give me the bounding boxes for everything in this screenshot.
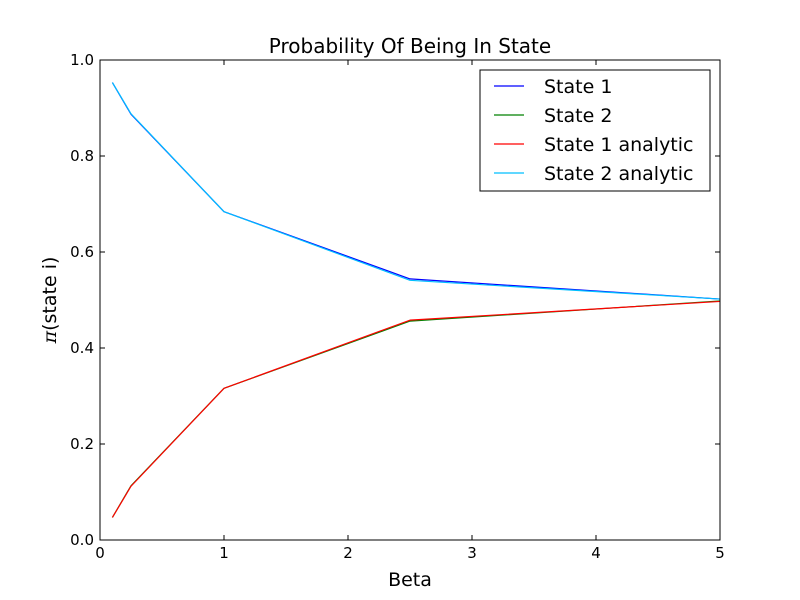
y-axis-label-text: (state i) bbox=[39, 257, 61, 331]
plot-frame bbox=[99, 59, 721, 541]
legend-label-2: State 2 bbox=[544, 105, 612, 127]
y-tick-label-3: 0.6 bbox=[70, 243, 94, 261]
tick-labels-layer: 0 1 2 3 4 5 0.0 0.2 0.4 0.6 0.8 1.0 bbox=[70, 51, 725, 562]
x-tick-label-2: 2 bbox=[343, 544, 353, 562]
y-tick-label-4: 0.8 bbox=[70, 147, 94, 165]
y-tick-label-5: 1.0 bbox=[70, 51, 94, 69]
y-tick-label-2: 0.4 bbox=[70, 339, 94, 357]
x-tick-label-5: 5 bbox=[715, 544, 725, 562]
x-tick-label-1: 1 bbox=[219, 544, 229, 562]
y-tick-label-0: 0.0 bbox=[70, 531, 94, 549]
chart-title: Probability Of Being In State bbox=[269, 34, 551, 58]
legend-label-1: State 1 bbox=[544, 76, 612, 98]
y-tick-label-1: 0.2 bbox=[70, 435, 94, 453]
x-axis-label: Beta bbox=[388, 569, 432, 591]
series-line-3 bbox=[111, 300, 721, 518]
x-tick-label-3: 3 bbox=[467, 544, 477, 562]
x-tick-label-0: 0 bbox=[95, 544, 105, 562]
series-layer bbox=[111, 82, 721, 518]
legend-label-3: State 1 analytic bbox=[544, 134, 694, 156]
series-line-4 bbox=[111, 82, 721, 300]
legend-frame bbox=[479, 69, 711, 192]
legend: State 1 State 2 State 1 analytic State 2 an… bbox=[479, 69, 711, 192]
x-tick-label-4: 4 bbox=[591, 544, 601, 562]
y-axis-label: π(state i) bbox=[39, 257, 61, 345]
legend-label-4: State 2 analytic bbox=[544, 163, 694, 185]
y-axis-label-symbol: π bbox=[39, 330, 61, 344]
